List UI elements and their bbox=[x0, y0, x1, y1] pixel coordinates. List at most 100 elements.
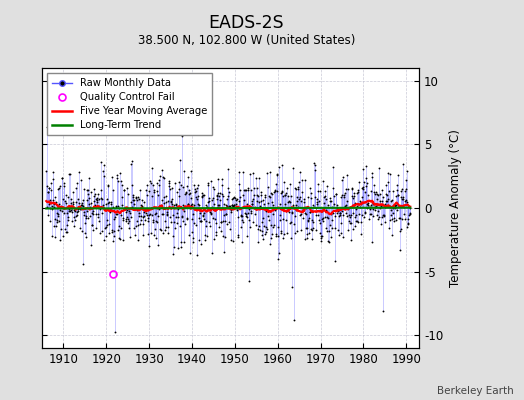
Point bbox=[168, 196, 177, 202]
Point bbox=[171, 214, 180, 220]
Point bbox=[199, 213, 208, 220]
Point bbox=[365, 204, 374, 211]
Point bbox=[106, 199, 115, 206]
Point bbox=[126, 234, 134, 240]
Point bbox=[96, 159, 105, 166]
Point bbox=[163, 211, 171, 217]
Point bbox=[90, 193, 99, 200]
Point bbox=[268, 199, 276, 206]
Point bbox=[356, 219, 365, 225]
Point bbox=[303, 230, 312, 237]
Point bbox=[119, 236, 127, 243]
Point bbox=[394, 172, 402, 178]
Point bbox=[365, 206, 374, 212]
Point bbox=[183, 183, 191, 189]
Point bbox=[154, 242, 162, 248]
Point bbox=[230, 202, 238, 208]
Point bbox=[202, 204, 211, 210]
Point bbox=[220, 200, 228, 207]
Point bbox=[180, 239, 189, 245]
Point bbox=[134, 237, 142, 243]
Point bbox=[141, 206, 150, 213]
Point bbox=[103, 196, 111, 202]
Point bbox=[191, 189, 199, 196]
Point bbox=[115, 235, 123, 241]
Point bbox=[263, 206, 271, 213]
Point bbox=[287, 192, 296, 199]
Point bbox=[164, 197, 172, 204]
Point bbox=[64, 217, 72, 224]
Point bbox=[341, 204, 350, 210]
Point bbox=[114, 227, 122, 234]
Point bbox=[116, 170, 124, 176]
Point bbox=[89, 227, 97, 234]
Point bbox=[345, 219, 354, 226]
Point bbox=[105, 230, 113, 236]
Point bbox=[189, 239, 198, 245]
Point bbox=[182, 189, 190, 195]
Point bbox=[235, 169, 243, 175]
Point bbox=[376, 198, 384, 204]
Point bbox=[92, 210, 101, 217]
Point bbox=[226, 237, 235, 243]
Point bbox=[161, 227, 169, 233]
Point bbox=[217, 176, 226, 182]
Point bbox=[124, 191, 132, 197]
Point bbox=[206, 223, 214, 229]
Point bbox=[314, 187, 323, 194]
Point bbox=[390, 215, 398, 222]
Point bbox=[309, 218, 317, 225]
Point bbox=[95, 230, 104, 236]
Point bbox=[162, 223, 170, 230]
Point bbox=[364, 202, 373, 209]
Point bbox=[377, 202, 386, 208]
Point bbox=[188, 201, 196, 207]
Point bbox=[226, 226, 234, 232]
Point bbox=[159, 210, 168, 217]
Point bbox=[112, 211, 120, 217]
Point bbox=[222, 196, 231, 202]
Point bbox=[108, 204, 117, 210]
Point bbox=[53, 218, 61, 225]
Point bbox=[118, 217, 127, 223]
Point bbox=[322, 207, 330, 213]
Point bbox=[143, 182, 151, 188]
Point bbox=[278, 162, 286, 168]
Point bbox=[337, 230, 345, 236]
Point bbox=[329, 164, 337, 171]
Point bbox=[78, 202, 86, 208]
Point bbox=[196, 218, 204, 224]
Point bbox=[297, 211, 305, 218]
Point bbox=[111, 204, 119, 210]
Point bbox=[66, 171, 74, 177]
Point bbox=[128, 182, 136, 188]
Point bbox=[298, 177, 307, 184]
Point bbox=[56, 206, 64, 213]
Point bbox=[186, 190, 194, 196]
Text: EADS-2S: EADS-2S bbox=[209, 14, 284, 32]
Point bbox=[362, 163, 370, 170]
Point bbox=[376, 203, 385, 210]
Point bbox=[331, 224, 340, 231]
Point bbox=[154, 191, 162, 198]
Point bbox=[316, 188, 324, 195]
Point bbox=[263, 226, 271, 233]
Point bbox=[50, 201, 59, 207]
Point bbox=[173, 220, 181, 226]
Point bbox=[386, 198, 395, 204]
Point bbox=[213, 202, 222, 208]
Point bbox=[54, 184, 63, 191]
Point bbox=[189, 235, 197, 241]
Point bbox=[110, 216, 118, 223]
Point bbox=[84, 174, 93, 181]
Point bbox=[61, 200, 70, 206]
Point bbox=[51, 234, 60, 240]
Point bbox=[194, 193, 203, 200]
Point bbox=[181, 190, 190, 196]
Point bbox=[174, 214, 182, 220]
Point bbox=[113, 175, 122, 181]
Point bbox=[253, 192, 261, 198]
Point bbox=[266, 234, 275, 241]
Point bbox=[209, 214, 217, 221]
Point bbox=[379, 194, 388, 200]
